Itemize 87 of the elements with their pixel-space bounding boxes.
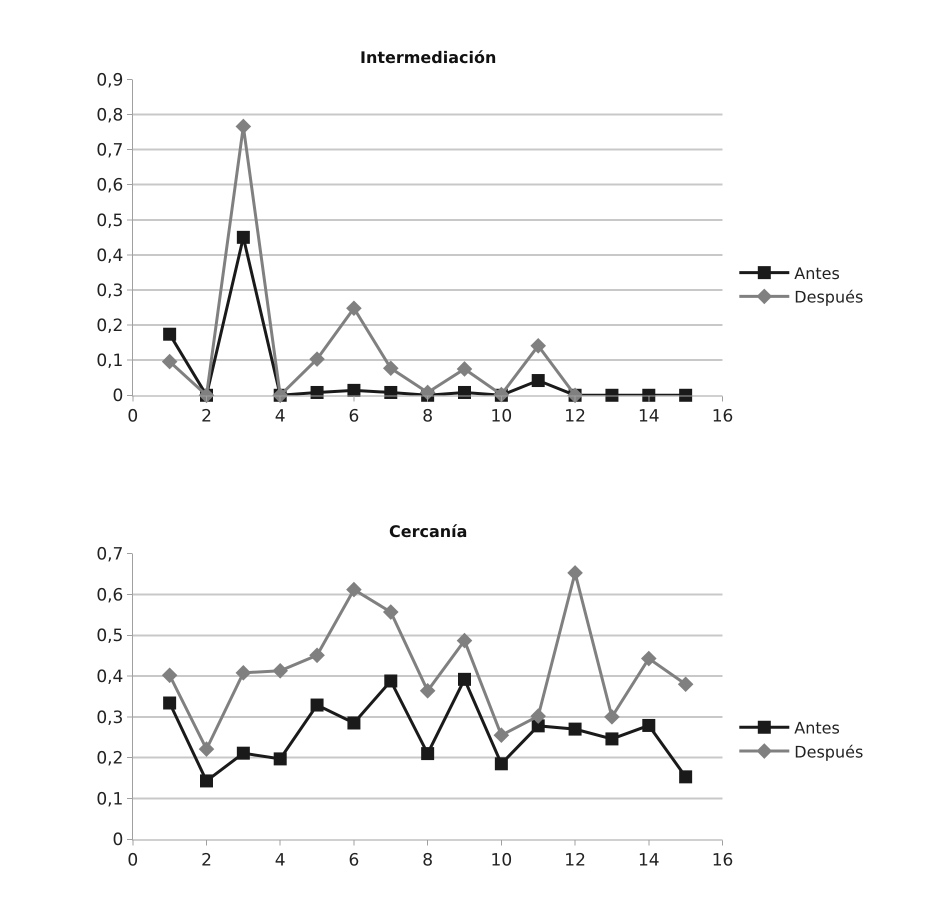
y-tick-label: 0,7 [96,140,124,161]
y-tick-label: 0,2 [96,748,124,769]
point [384,386,398,399]
point [310,386,324,399]
y-tick-label: 0,7 [96,544,124,565]
point [309,647,325,664]
point [458,386,471,399]
point [642,718,656,732]
legend-label: Antes [794,718,840,738]
x-tick-label: 14 [638,850,660,871]
x-tick-label: 0 [127,850,138,871]
y-tick-label: 0,1 [96,351,124,372]
point [421,747,434,760]
x-tick-label: 4 [274,850,286,871]
point [640,650,657,666]
point [532,374,545,388]
point [458,672,471,686]
x-tick-label: 10 [490,850,512,871]
point [642,388,656,402]
y-tick-label: 0,3 [96,280,124,301]
point [163,696,176,710]
x-tick-label: 6 [348,406,360,427]
point [384,674,398,688]
y-tick-label: 0,3 [96,708,124,728]
point [272,662,288,679]
x-tick-label: 0 [127,406,138,427]
x-tick-label: 14 [638,406,660,427]
point [274,752,287,766]
point [678,676,694,692]
y-tick-label: 0,4 [96,246,124,266]
legend-label: Antes [794,264,840,283]
x-tick-label: 16 [712,406,734,427]
x-tick-label: 2 [201,850,212,871]
x-tick-label: 4 [274,406,286,427]
y-tick-label: 0,8 [96,105,124,126]
point [236,665,252,681]
x-tick-label: 12 [564,406,586,427]
point [567,565,583,581]
x-tick-label: 12 [564,850,586,871]
point [236,230,250,244]
y-tick-label: 0,2 [96,316,124,336]
point [310,698,324,712]
y-tick-label: 0 [112,386,124,406]
point [679,770,692,784]
x-tick-label: 10 [490,406,512,427]
point [236,746,250,760]
x-tick-label: 8 [422,850,434,871]
point [346,300,362,316]
point [456,632,472,648]
point [346,582,362,598]
y-tick-label: 0,9 [96,70,124,90]
point [568,722,582,736]
chart-title: Cercanía [389,522,468,541]
point [679,388,692,402]
point [494,727,510,744]
y-tick-label: 0,6 [96,585,124,606]
point [530,338,546,354]
point [604,709,620,725]
point [494,757,508,770]
y-tick-label: 0 [112,830,124,850]
point [456,361,472,377]
y-tick-label: 0,5 [96,210,124,231]
point [347,384,360,397]
point [163,328,176,341]
y-tick-label: 0,5 [96,626,124,646]
x-tick-label: 2 [201,406,212,427]
point [309,351,325,367]
point [605,388,618,402]
chart-title: Intermediación [360,48,496,67]
y-tick-label: 0,6 [96,176,124,196]
y-tick-label: 0,4 [96,667,124,688]
y-tick-label: 0,1 [96,789,124,810]
legend-label: Después [794,288,864,307]
point [605,732,618,746]
point [162,667,178,684]
point [530,708,546,724]
legend-label: Después [794,742,864,762]
point [420,682,436,699]
point [162,354,178,370]
point [382,360,399,376]
point [198,741,214,757]
x-tick-label: 8 [422,406,434,427]
point [382,604,399,620]
point [347,716,360,730]
x-tick-label: 6 [348,850,360,871]
point [200,774,213,788]
x-tick-label: 16 [712,850,734,871]
